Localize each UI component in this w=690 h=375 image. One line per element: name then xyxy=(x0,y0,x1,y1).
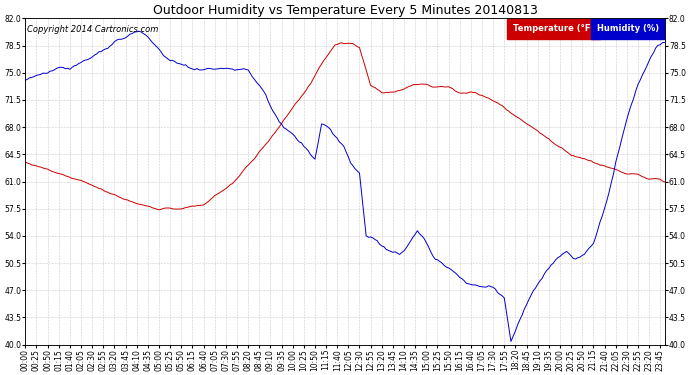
Legend: Temperature (°F), Humidity (%): Temperature (°F), Humidity (%) xyxy=(511,22,660,35)
Text: Copyright 2014 Cartronics.com: Copyright 2014 Cartronics.com xyxy=(27,25,158,34)
Title: Outdoor Humidity vs Temperature Every 5 Minutes 20140813: Outdoor Humidity vs Temperature Every 5 … xyxy=(152,4,538,17)
